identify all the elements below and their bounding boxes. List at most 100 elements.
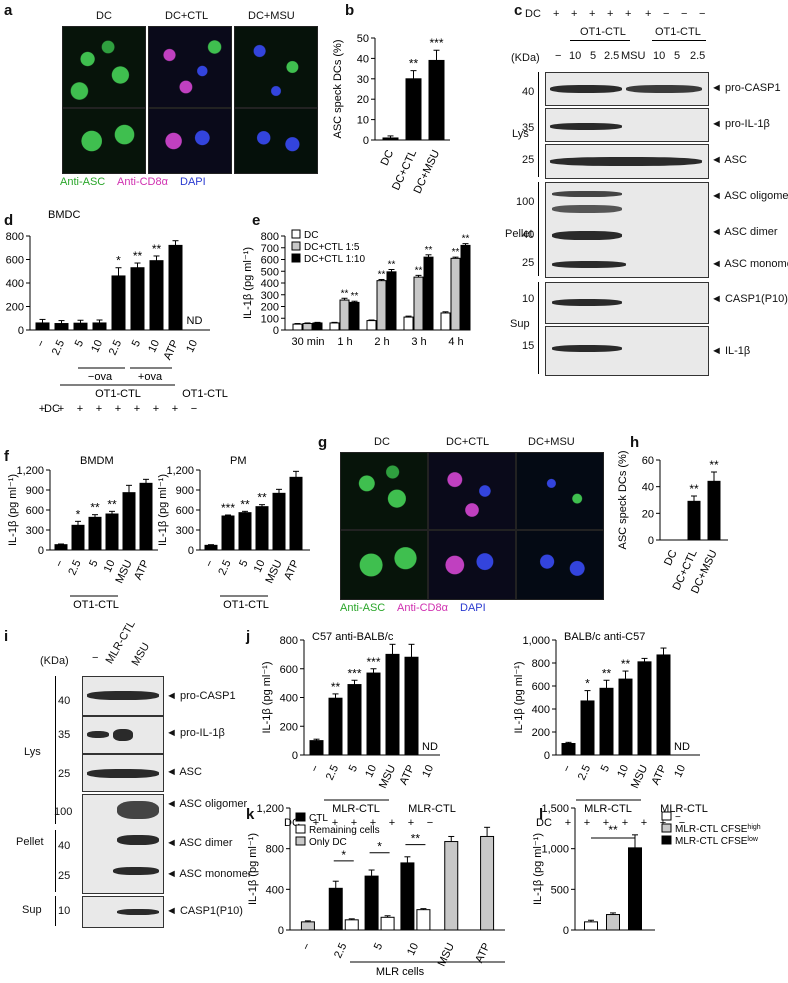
blot-c-casp1-p10 [545, 282, 709, 324]
blot-c-dc-mark-7: − [663, 8, 670, 20]
chart-h-ytick-label-3: 60 [642, 455, 654, 467]
chart-f2-bar-2 [238, 512, 252, 551]
chart-j1-nd: ND [422, 741, 438, 753]
chart-j2-ylabel: IL-1β (pg ml⁻¹) [513, 661, 525, 733]
chart-l-ylabel: IL-1β (pg ml⁻¹) [532, 833, 544, 905]
panel-label-a: a [4, 2, 13, 19]
chart-l-ytick-label-0: 0 [563, 925, 569, 937]
chart-j2-dc-mark-1: + [584, 817, 590, 829]
chart-d-xlabel-6: 10 [146, 338, 162, 354]
chart-j1-sig-3: *** [366, 655, 380, 669]
chart-f2-xlabel-4: MSU [264, 558, 285, 585]
chart-k-bar-8 [480, 835, 495, 931]
blot-c-asc [545, 144, 709, 179]
chart-b-bar-0 [382, 137, 399, 141]
chart-k-group: MLR cells [376, 966, 425, 978]
chart-b-ytick-label-4: 40 [357, 53, 369, 65]
chart-d-ytick-label-0: 0 [18, 325, 24, 337]
chart-e-bar-4-1 [450, 257, 461, 331]
chart-j1-xlabel-2: 5 [347, 763, 360, 774]
chart-k-xlabel-5: ATP [473, 941, 493, 965]
chart-f2-ytick-label-4: 1,200 [166, 465, 194, 477]
chart-j2-dc-mark-0: + [565, 817, 571, 829]
blot-c-dc-mark-2: + [571, 8, 578, 20]
chart-e-bar-1-2 [349, 301, 360, 331]
chart-k-ytick-label-2: 800 [266, 844, 284, 856]
chart-d-group-3: OT1-CTL [95, 388, 141, 400]
blot-i-kda-4: 100 [54, 806, 73, 818]
chart-e-bar-3-2 [423, 256, 434, 331]
chart-f2-ytick-label-2: 600 [176, 505, 194, 517]
chart-e-xlabel-2: 2 h [374, 336, 389, 348]
chart-j1-bar-4 [385, 653, 400, 756]
blot-i-marker-4: ◄ ASC oligomer [166, 798, 248, 810]
panel-label-f: f [4, 448, 9, 465]
chart-k-bar-3 [364, 875, 379, 931]
chart-d-group-4: OT1-CTL [182, 388, 228, 400]
chart-f1-xlabel-1: 2.5 [66, 558, 83, 577]
blot-c-kda-1: 40 [522, 86, 535, 98]
chart-d-sig-5: ** [133, 249, 143, 263]
chart-j1-dc-mark-2: + [351, 817, 357, 829]
chart-j2-sig-3: ** [621, 657, 631, 671]
chart-e-bar-4-0 [440, 312, 451, 331]
chart-k-bar-2 [344, 919, 359, 931]
chart-e-legend-swatch-1 [291, 241, 301, 251]
chart-e-ytick-label-4: 400 [261, 278, 279, 290]
blot-c-kda-6: 25 [522, 257, 535, 269]
chart-h-bar-1 [687, 500, 701, 541]
chart-f1-ytick-label-4: 1,200 [16, 465, 44, 477]
chart-f2-bar-3 [255, 506, 269, 551]
chart-d-title: BMDC [48, 209, 80, 221]
chart-j1-dc-mark-0: + [313, 817, 319, 829]
chart-j1-sig-1: ** [331, 680, 341, 694]
chart-b-ytick-label-3: 30 [357, 74, 369, 86]
chart-j2-bar-1 [580, 700, 595, 756]
micrograph-g-dc-top [340, 452, 428, 530]
blot-i-pro-il1b [82, 716, 164, 754]
blot-i-lane-1: − [92, 652, 99, 664]
chart-b-ytick-label-1: 10 [357, 115, 369, 127]
chart-l-ytick-label-2: 1,000 [541, 844, 569, 856]
chart-l-sig: ** [608, 823, 618, 837]
blot-c-marker-1: ◄ pro-CASP1 [711, 82, 781, 94]
chart-j2-dc-mark-6: − [679, 817, 685, 829]
chart-j1-group-1: MLR-CTL [332, 803, 380, 815]
blot-c-lane-7: 5 [674, 50, 681, 62]
chart-d-sig-4: * [116, 254, 121, 268]
chart-d-nd: ND [187, 315, 203, 327]
chart-k-bar-0 [300, 921, 315, 931]
chart-j1-dc-mark-6: − [427, 817, 433, 829]
chart-d-dc-label: DC [44, 403, 60, 415]
chart-j2-xlabel-3: 10 [615, 763, 631, 779]
blot-c-kda-7: 10 [522, 293, 535, 305]
blot-c-lane-8: 2.5 [690, 50, 706, 62]
blot-i-asc [82, 754, 164, 792]
chart-j1-bar-0 [309, 740, 324, 756]
chart-e-bar-2-2 [386, 271, 397, 331]
chart-j1-dc-mark-3: + [370, 817, 376, 829]
chart-d-dc-mark-4: + [115, 403, 121, 415]
chart-l-legend-label-2: MLR-CTL CFSElow [675, 836, 759, 848]
blot-c-pellet [545, 182, 709, 278]
blot-c-lane-5: MSU [621, 50, 646, 62]
chart-e-bar-1-0 [329, 322, 340, 331]
chart-k-ytick-label-3: 1,200 [256, 803, 284, 815]
chart-e-sig-3-2: ** [425, 245, 433, 256]
chart-j2-bar-3 [618, 678, 633, 756]
chart-l-legend-swatch-0 [661, 811, 672, 821]
chart-d-ytick-label-1: 200 [6, 302, 24, 314]
blot-c-pro-il1b [545, 108, 709, 142]
chart-j2-sig-1: * [585, 677, 590, 691]
chart-l-ytick-label-3: 1,500 [541, 803, 569, 815]
blot-c-dc-mark-6: + [645, 8, 652, 20]
chart-e-sig-1-2: ** [351, 291, 359, 302]
chart-e-legend-swatch-2 [291, 253, 301, 263]
blot-c-marker-5: ◄ ASC dimer [711, 226, 778, 238]
chart-f2-bar-4 [272, 492, 286, 551]
micrograph-a-ctl-bottom [148, 108, 232, 174]
chart-k-legend-label-0: CTL [309, 813, 328, 824]
blot-c-lane-2: 10 [569, 50, 582, 62]
chart-d-ytick-label-2: 400 [6, 278, 24, 290]
